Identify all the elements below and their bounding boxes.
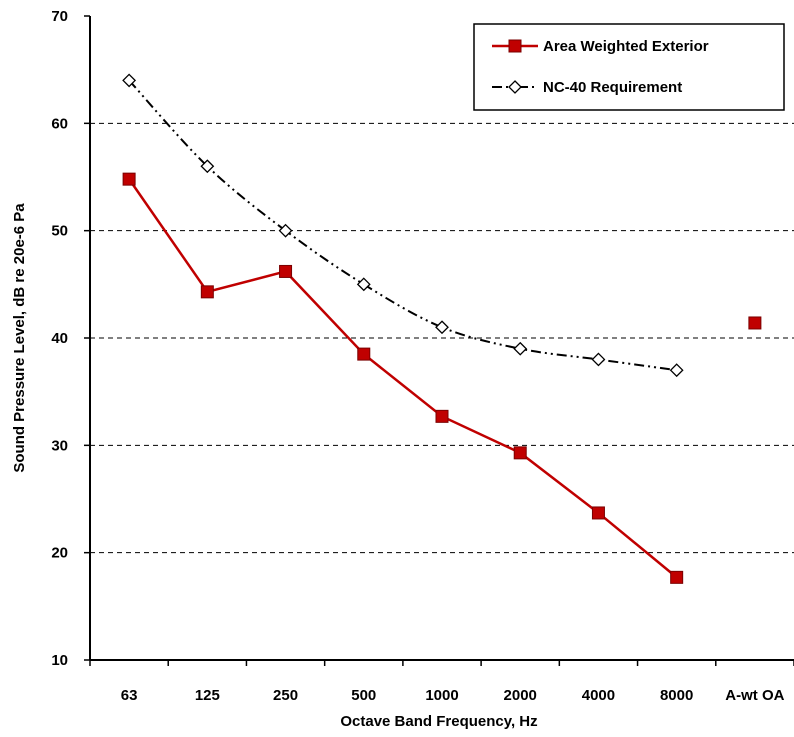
area-weighted-point — [200, 285, 214, 299]
series-line-nc40 — [128, 79, 677, 372]
x-tick-label: 500 — [351, 687, 376, 704]
y-tick-label: 50 — [51, 223, 68, 240]
axes — [84, 15, 794, 666]
area-weighted-point — [513, 446, 527, 460]
legend-label-area-weighted: Area Weighted Exterior — [543, 38, 709, 55]
nc40-point — [122, 73, 137, 88]
x-tick-label: 4000 — [582, 687, 615, 704]
y-tick-label: 60 — [51, 115, 68, 132]
x-axis-title: Octave Band Frequency, Hz — [340, 713, 537, 730]
y-tick-labels: 10 20 30 40 50 60 70 — [51, 8, 68, 669]
nc40-point — [591, 352, 606, 367]
series-line-area-weighted — [128, 178, 678, 579]
area-weighted-point — [357, 347, 371, 361]
area-weighted-point — [435, 409, 449, 423]
y-tick-label: 70 — [51, 8, 68, 25]
x-tick-label: 125 — [195, 687, 220, 704]
y-axis-title: Sound Pressure Level, dB re 20e-6 Pa — [11, 203, 28, 473]
series — [122, 73, 762, 584]
nc40-point — [435, 320, 449, 335]
area-weighted-point — [279, 264, 293, 278]
area-weighted-point — [748, 316, 762, 330]
y-tick-label: 10 — [51, 652, 68, 669]
legend-label-nc40: NC-40 Requirement — [543, 79, 682, 96]
area-weighted-point — [670, 570, 684, 584]
y-tick-label: 40 — [51, 330, 68, 347]
x-tick-label: 63 — [121, 687, 138, 704]
nc40-point — [356, 277, 371, 292]
legend: Area Weighted Exterior NC-40 Requirement — [473, 23, 785, 111]
x-tick-label: A-wt OA — [725, 687, 784, 704]
legend-marker-nc40 — [508, 80, 522, 94]
legend-marker-area-weighted — [508, 39, 522, 53]
x-tick-label: 2000 — [504, 687, 537, 704]
area-weighted-point — [591, 506, 605, 520]
nc40-point — [200, 159, 215, 174]
legend-box — [473, 23, 785, 111]
nc40-point — [669, 363, 684, 378]
nc40-point — [513, 341, 528, 356]
y-tick-label: 30 — [51, 437, 68, 454]
nc40-point — [278, 223, 293, 238]
x-tick-label: 250 — [273, 687, 298, 704]
x-tick-labels: 63 125 250 500 1000 2000 4000 8000 A-wt OA — [121, 687, 785, 704]
y-tick-label: 20 — [51, 545, 68, 562]
grid-lines — [90, 122, 794, 554]
area-weighted-point — [122, 172, 136, 186]
x-tick-label: 1000 — [425, 687, 458, 704]
x-tick-label: 8000 — [660, 687, 693, 704]
